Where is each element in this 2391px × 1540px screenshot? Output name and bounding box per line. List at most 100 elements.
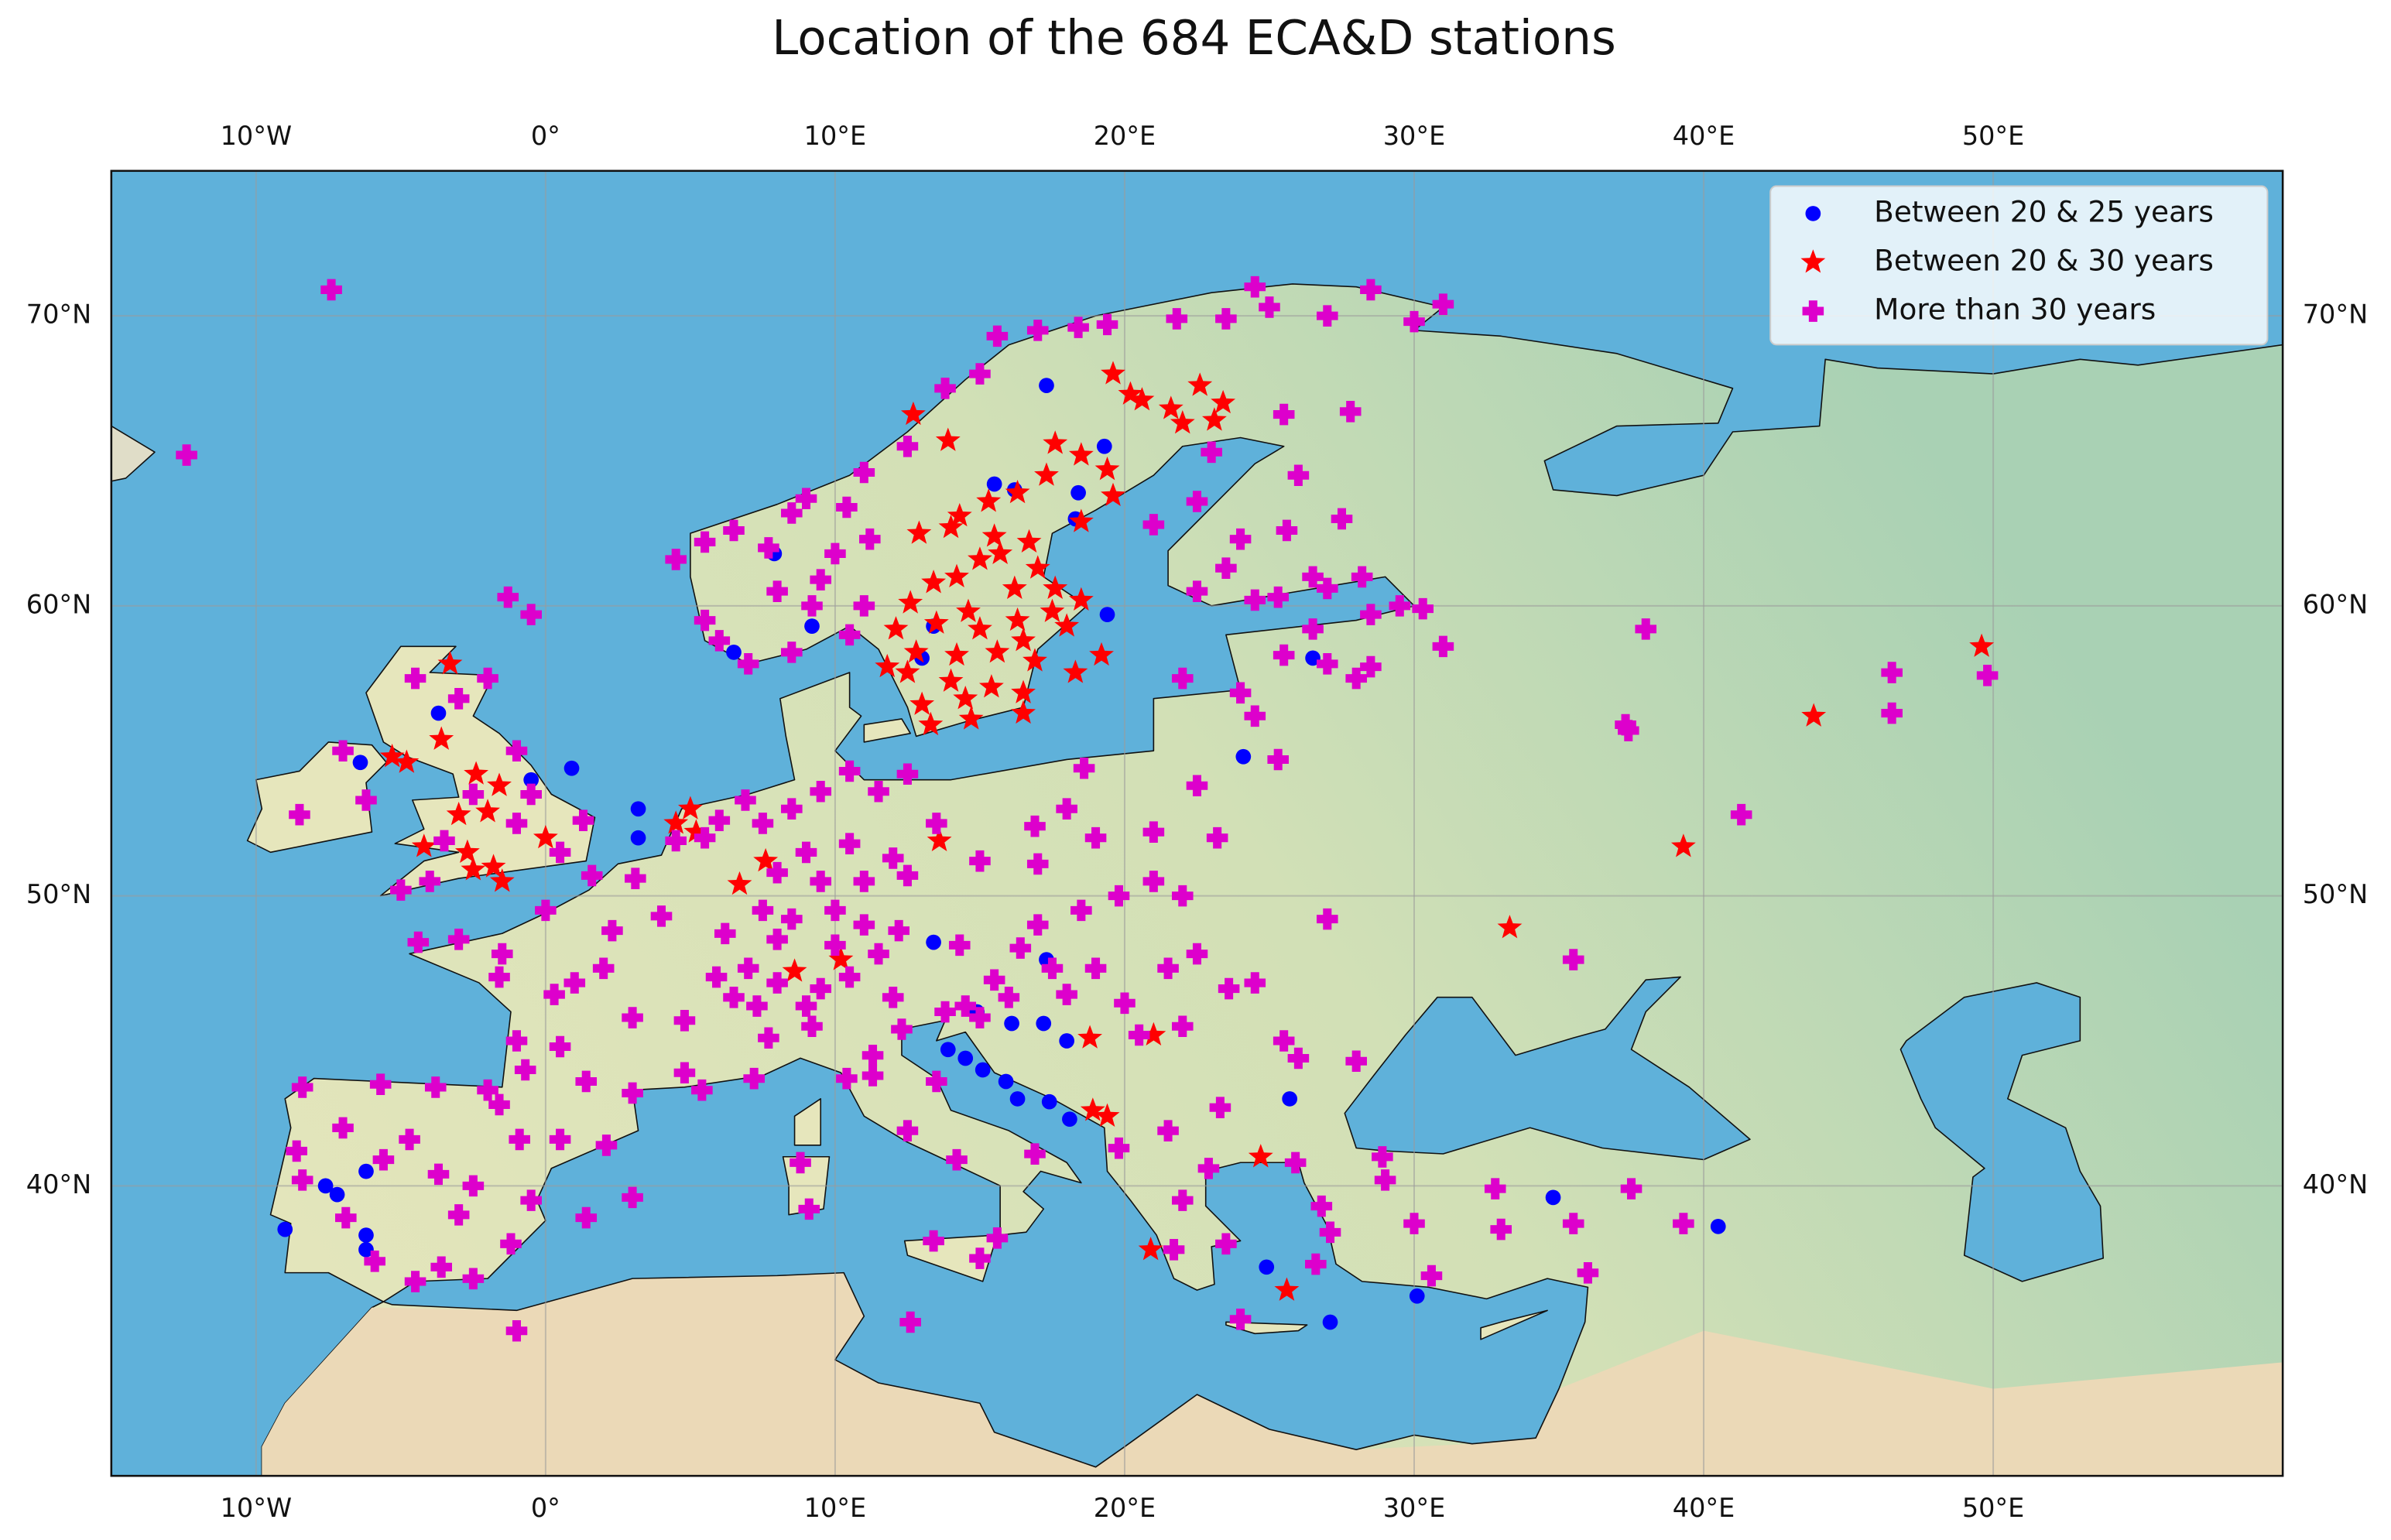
station-marker [735, 789, 756, 811]
station-marker [1026, 853, 1049, 875]
station-marker [1068, 442, 1094, 466]
corsica [795, 1099, 821, 1145]
station-marker [1201, 407, 1227, 431]
station-marker [424, 1076, 447, 1098]
station-marker [1056, 798, 1077, 820]
station-marker [663, 810, 689, 834]
station-marker [752, 899, 774, 922]
zealand [864, 719, 910, 742]
station-marker [523, 772, 540, 788]
station-marker [1089, 642, 1114, 666]
station-marker [1710, 1218, 1726, 1234]
station-marker [447, 688, 470, 710]
station-marker [723, 987, 745, 1008]
station-marker [1011, 700, 1036, 724]
station-marker [1059, 1033, 1075, 1049]
station-marker [781, 798, 803, 820]
desert [262, 1272, 2283, 1477]
station-marker [1351, 566, 1373, 588]
station-marker [859, 528, 881, 550]
station-marker [575, 1206, 598, 1229]
station-marker [1267, 586, 1289, 608]
station-marker [896, 1120, 919, 1141]
station-marker [475, 799, 500, 823]
station-marker [1432, 635, 1454, 658]
y-tick-label-right: 40°N [2303, 1169, 2368, 1199]
station-marker [1562, 1213, 1584, 1234]
station-marker [1096, 313, 1118, 336]
station-marker [708, 630, 731, 652]
station-marker [1142, 514, 1165, 536]
station-marker [1259, 296, 1280, 318]
station-marker [953, 686, 978, 710]
station-marker [896, 435, 919, 457]
x-tick-label-top: 20°E [1094, 121, 1156, 151]
station-marker [824, 934, 846, 957]
station-marker [1801, 703, 1827, 727]
station-marker [824, 542, 846, 565]
station-marker [595, 1134, 618, 1156]
station-marker [1284, 1152, 1307, 1174]
station-marker [781, 502, 803, 524]
station-marker [1005, 480, 1030, 504]
station-marker [882, 987, 904, 1008]
station-marker [677, 796, 703, 820]
station-marker [514, 1059, 536, 1081]
station-marker [1881, 662, 1903, 683]
station-marker [888, 919, 909, 942]
station-marker [454, 839, 480, 863]
station-marker [1063, 659, 1088, 683]
station-marker [1011, 679, 1036, 703]
station-marker [379, 744, 405, 768]
station-marker [291, 1076, 313, 1098]
station-marker [998, 987, 1020, 1008]
station-marker [543, 984, 565, 1005]
station-marker [1129, 387, 1155, 411]
station-marker [1215, 1233, 1237, 1255]
station-marker [505, 813, 528, 834]
station-marker [1310, 1195, 1333, 1217]
station-marker [801, 595, 823, 617]
station-marker [563, 972, 586, 994]
station-marker [520, 1189, 542, 1211]
station-marker [752, 813, 774, 834]
station-marker [981, 523, 1007, 547]
station-marker [572, 809, 594, 831]
legend: Between 20 & 25 years Between 20 & 30 yea… [1769, 185, 2269, 346]
station-marker [1026, 914, 1049, 936]
station-marker [801, 1015, 823, 1038]
legend-label: Between 20 & 25 years [1874, 194, 2214, 228]
station-marker [708, 809, 731, 831]
station-marker [882, 847, 904, 869]
station-marker [1158, 395, 1184, 419]
station-marker [334, 1206, 357, 1229]
station-marker [1244, 972, 1266, 994]
station-marker [286, 1140, 307, 1162]
station-marker [938, 668, 964, 692]
station-marker [1345, 1050, 1367, 1073]
station-marker [1319, 1221, 1341, 1244]
station-marker [1209, 1097, 1231, 1118]
station-marker [625, 868, 646, 889]
station-marker [862, 1065, 884, 1087]
station-marker [1267, 748, 1289, 771]
station-marker [978, 674, 1004, 698]
station-marker [533, 824, 558, 849]
y-tick-label-right: 50°N [2303, 879, 2368, 909]
station-marker [1101, 482, 1125, 507]
station-marker [390, 879, 412, 901]
station-marker [1186, 491, 1208, 512]
station-marker [1302, 566, 1324, 588]
station-marker [1229, 528, 1252, 550]
iceland [111, 417, 155, 484]
station-marker [581, 864, 603, 887]
station-marker [1235, 748, 1252, 765]
station-marker [1118, 381, 1143, 405]
station-marker [1096, 438, 1112, 454]
station-marker [369, 1073, 392, 1096]
station-marker [1084, 957, 1107, 980]
station-marker [317, 1178, 334, 1194]
x-tick-label-top: 50°E [1962, 121, 2025, 151]
station-marker [838, 833, 861, 854]
station-marker [399, 1128, 420, 1151]
